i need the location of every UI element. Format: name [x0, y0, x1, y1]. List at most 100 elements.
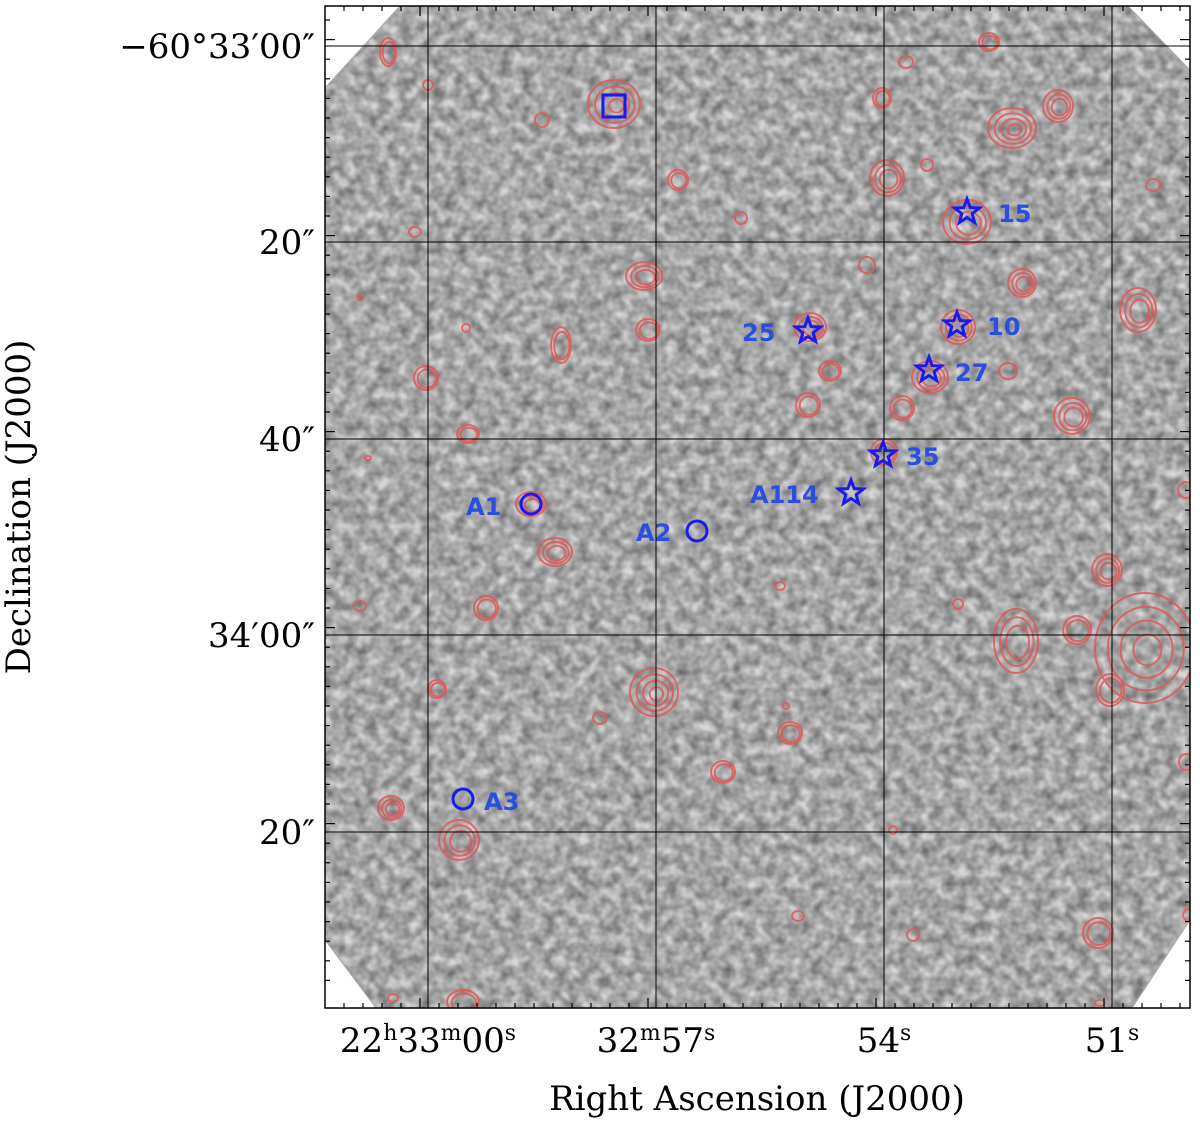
- contour-ring: [1058, 401, 1088, 432]
- contour-ring: [1106, 605, 1185, 692]
- contour-ring: [1132, 633, 1163, 667]
- contour-ring: [898, 55, 914, 69]
- contour-ring: [795, 392, 821, 418]
- contour-ring: [515, 491, 547, 517]
- contour-ring: [998, 362, 1018, 380]
- contour-ring: [553, 330, 571, 361]
- contour-ring: [461, 323, 471, 333]
- circle-marker: [519, 492, 543, 516]
- contour-ring: [858, 256, 876, 274]
- coordinate-grid: [325, 6, 1190, 1008]
- contour-ring: [906, 928, 920, 942]
- contour-ring: [774, 581, 786, 591]
- contour-ring: [638, 321, 659, 340]
- contour-ring: [635, 268, 656, 286]
- contour-ring: [353, 600, 367, 612]
- contour-ring: [408, 226, 422, 238]
- source-label: 25: [742, 319, 775, 347]
- contour-ring: [416, 368, 437, 389]
- contour-ring: [592, 711, 608, 725]
- contour-ring: [667, 169, 689, 191]
- contour-ring: [1177, 481, 1190, 499]
- contour-ring: [1091, 553, 1123, 587]
- contour-ring: [1053, 397, 1091, 435]
- contour-ring: [873, 163, 902, 194]
- contour-ring: [1082, 917, 1114, 949]
- star-marker: [940, 307, 974, 339]
- dec-tick-label: 20″: [259, 223, 315, 263]
- contour-ring: [1007, 268, 1037, 298]
- contour-ring: [1046, 93, 1072, 120]
- source-label: 15: [998, 200, 1031, 228]
- source-label: 27: [955, 359, 988, 387]
- contour-ring: [888, 825, 898, 835]
- contour-ring: [780, 724, 801, 743]
- source-label: 35: [906, 443, 939, 471]
- contour-ring: [872, 87, 892, 109]
- contour-ring: [1011, 271, 1035, 296]
- contour-ring: [384, 801, 401, 817]
- source-label: A3: [484, 788, 519, 816]
- contour-ring: [1129, 298, 1150, 324]
- source-label: A2: [636, 519, 671, 547]
- contour-ring: [625, 261, 663, 291]
- radio-contours: [353, 32, 1190, 1008]
- contour-ring: [892, 398, 913, 419]
- contour-ring: [381, 40, 396, 65]
- contour-ring: [955, 210, 983, 236]
- contour-ring: [1050, 97, 1069, 117]
- contour-ring: [1042, 89, 1074, 123]
- star-marker: [950, 194, 984, 226]
- contour-ring: [710, 760, 736, 784]
- ra-tick-label: 32m57s: [597, 1021, 716, 1061]
- contour-ring: [948, 204, 988, 241]
- contour-ring: [1062, 615, 1092, 645]
- y-axis-label: Declination (J2000): [0, 340, 39, 675]
- contour-ring: [993, 608, 1039, 674]
- contour-ring: [587, 79, 641, 129]
- source-label: A114: [750, 481, 819, 509]
- contour-ring: [541, 540, 570, 565]
- contour-ring: [537, 537, 573, 567]
- contour-ring: [456, 424, 480, 444]
- star-marker: [834, 475, 868, 507]
- contour-ring: [380, 798, 403, 819]
- contour-ring: [1015, 275, 1032, 293]
- source-markers: [451, 93, 984, 811]
- contour-ring: [978, 32, 1000, 52]
- contour-ring: [630, 264, 660, 289]
- contour-ring: [874, 90, 891, 108]
- ra-tick-labels: 22h33m00s 32m57s 54s 51s: [340, 1021, 1139, 1061]
- contour-ring: [818, 360, 842, 382]
- star-marker: [912, 352, 946, 384]
- dec-tick-label: −60°33′00″: [119, 27, 315, 67]
- contour-ring: [670, 172, 688, 190]
- noise-map: [325, 6, 1190, 1008]
- contour-ring: [1063, 406, 1084, 428]
- contour-ring: [1005, 624, 1031, 660]
- axis-ticks: [325, 6, 1190, 1008]
- contour-ring: [1145, 178, 1161, 192]
- contour-ring: [379, 37, 397, 67]
- contour-ring: [377, 795, 405, 821]
- contour-ring: [791, 910, 805, 922]
- contour-ring: [356, 293, 364, 301]
- contour-ring: [629, 667, 679, 717]
- contour-ring: [1094, 592, 1190, 704]
- contour-ring: [734, 211, 748, 225]
- contour-ring: [878, 168, 899, 190]
- dec-tick-label: 34′00″: [208, 616, 315, 656]
- circle-marker: [685, 519, 709, 543]
- contour-ring: [635, 673, 675, 712]
- contour-ring: [476, 598, 497, 619]
- ra-tick-label: 22h33m00s: [340, 1021, 516, 1061]
- contour-ring: [952, 598, 964, 610]
- contour-ring: [550, 326, 572, 364]
- contour-ring: [446, 989, 480, 1008]
- contour-ring: [1095, 673, 1125, 707]
- contour-ring: [413, 365, 439, 391]
- contour-ring: [920, 158, 934, 172]
- contour-ring: [438, 819, 480, 861]
- contour-ring: [1094, 999, 1106, 1007]
